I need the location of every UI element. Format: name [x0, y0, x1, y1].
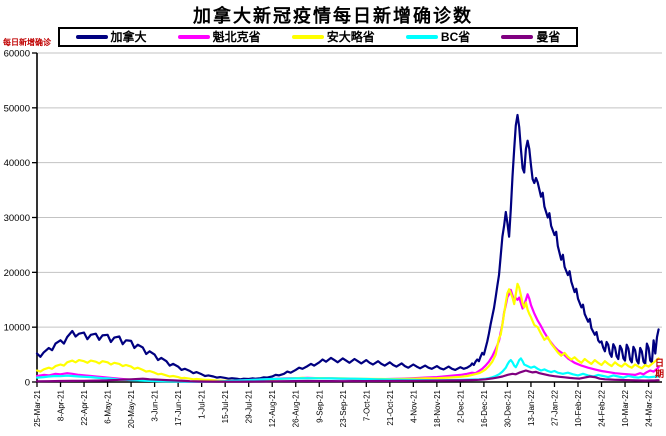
- y-tick-label-50000: 50000: [4, 103, 30, 114]
- series-line-manitoba: [35, 369, 660, 383]
- y-tick-label-10000: 10000: [4, 323, 30, 334]
- y-axis: 0 10000 20000 30000 40000 50000 60000: [4, 49, 37, 389]
- y-tick-label-60000: 60000: [4, 49, 30, 60]
- y-tick-label-0: 0: [25, 378, 30, 389]
- x-tick-label-1-Jul-21: 1-Jul-21: [198, 389, 207, 418]
- legend-item-manitoba: 曼省: [501, 31, 560, 43]
- x-tick-label-27-Jan-22: 27-Jan-22: [550, 389, 559, 426]
- x-tick-label-25-Mar-21: 25-Mar-21: [33, 389, 42, 426]
- x-tick-label-15-Jul-21: 15-Jul-21: [221, 389, 230, 423]
- x-tick-label-30-Dec-21: 30-Dec-21: [503, 389, 512, 427]
- legend: 加拿大 魁北克省 安大略省 BC省 曼省: [58, 27, 578, 47]
- y-axis-title: 每日新增确诊: [3, 38, 51, 47]
- legend-item-ontario: 安大略省: [291, 30, 375, 44]
- legend-label-ontario: 安大略省: [326, 30, 375, 44]
- legend-line-swatch-quebec: [177, 35, 210, 39]
- x-tick-label-22-Apr-21: 22-Apr-21: [80, 389, 89, 425]
- legend-item-bc: BC省: [405, 30, 471, 44]
- y-tick-label-20000: 20000: [4, 268, 30, 279]
- y-tick-label-40000: 40000: [4, 158, 30, 169]
- x-axis-title: 日期: [655, 358, 664, 379]
- gridlines: [37, 52, 662, 328]
- legend-label-quebec: 魁北克省: [212, 30, 261, 44]
- series-line-canada: [35, 113, 660, 381]
- x-tick-label-24-Feb-22: 24-Feb-22: [598, 389, 607, 426]
- series-line-ontario: [35, 282, 660, 383]
- y-tick-label-30000: 30000: [4, 213, 30, 224]
- x-tick-label-10-Mar-22: 10-Mar-22: [621, 389, 630, 426]
- x-tick-label-26-Aug-21: 26-Aug-21: [292, 389, 301, 427]
- x-tick-label-12-Aug-21: 12-Aug-21: [268, 389, 277, 427]
- x-tick-label-20-May-21: 20-May-21: [127, 389, 136, 428]
- x-tick-label-10-Feb-22: 10-Feb-22: [574, 389, 583, 426]
- series-line-quebec: [35, 288, 660, 383]
- x-tick-label-9-Sep-21: 9-Sep-21: [315, 389, 324, 422]
- x-tick-label-7-Oct-21: 7-Oct-21: [362, 389, 371, 421]
- x-tick-label-23-Sep-21: 23-Sep-21: [339, 389, 348, 427]
- legend-item-canada: 加拿大: [75, 30, 147, 44]
- legend-label-bc: BC省: [440, 30, 471, 44]
- x-tick-label-29-Jul-21: 29-Jul-21: [245, 389, 254, 423]
- x-tick-label-24-Mar-22: 24-Mar-22: [645, 389, 654, 426]
- x-tick-label-8-Apr-21: 8-Apr-21: [57, 389, 66, 421]
- legend-line-swatch-manitoba: [501, 35, 534, 39]
- x-axis-title-char-0: 日: [655, 358, 664, 368]
- x-tick-label-17-Jun-21: 17-Jun-21: [174, 389, 183, 426]
- legend-label-manitoba: 曼省: [536, 30, 561, 44]
- legend-line-swatch-canada: [75, 35, 108, 39]
- legend-item-quebec: 魁北克省: [177, 30, 261, 44]
- x-tick-label-18-Nov-21: 18-Nov-21: [433, 389, 442, 427]
- legend-line-swatch-bc: [405, 35, 438, 39]
- x-tick-label-6-May-21: 6-May-21: [104, 389, 113, 423]
- x-tick-label-13-Jan-22: 13-Jan-22: [527, 389, 536, 426]
- x-tick-label-4-Nov-21: 4-Nov-21: [409, 389, 418, 422]
- legend-label-canada: 加拿大: [110, 30, 147, 44]
- x-axis: 25-Mar-21 8-Apr-21 22-Apr-21 6-May-21 20-May…: [33, 382, 654, 428]
- x-tick-label-21-Oct-21: 21-Oct-21: [386, 389, 395, 425]
- x-tick-label-3-Jun-21: 3-Jun-21: [151, 389, 160, 421]
- x-tick-label-2-Dec-21: 2-Dec-21: [456, 389, 465, 422]
- x-tick-label-16-Dec-21: 16-Dec-21: [480, 389, 489, 427]
- x-axis-title-char-1: 期: [655, 368, 664, 379]
- legend-line-swatch-ontario: [291, 35, 324, 39]
- chart-title: 加拿大新冠疫情每日新增确诊数: [193, 6, 473, 26]
